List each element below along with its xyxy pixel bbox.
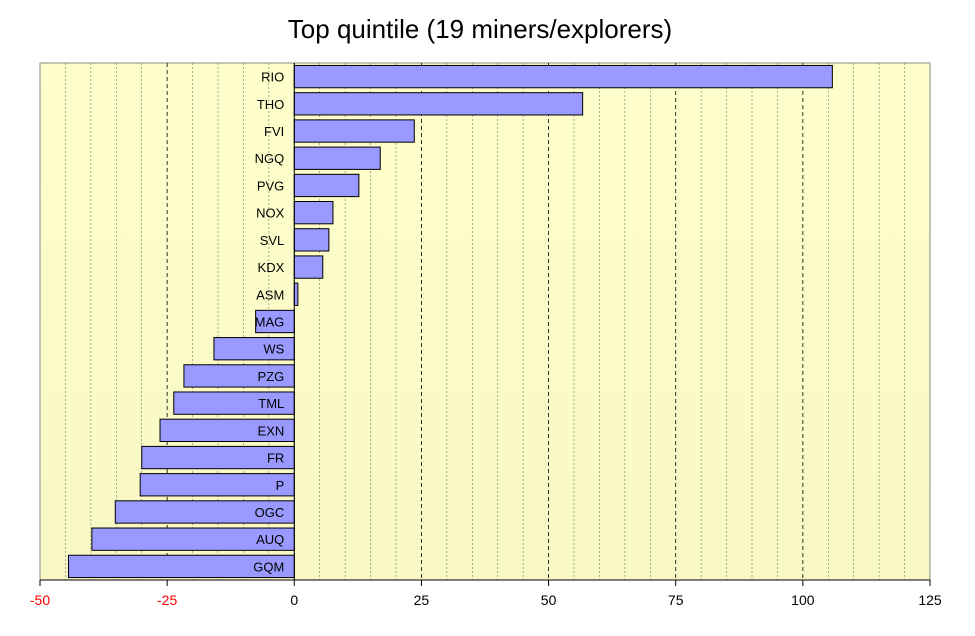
bar-nox xyxy=(293,201,334,225)
x-tick-label: 125 xyxy=(918,592,942,608)
category-label-p: P xyxy=(276,478,285,493)
category-label-exn: EXN xyxy=(258,423,285,438)
category-label-mag: MAG xyxy=(255,315,285,330)
category-label-pzg: PZG xyxy=(258,369,285,384)
bar-ngq xyxy=(293,146,381,170)
bar-tho xyxy=(293,92,584,116)
x-tick-label: 75 xyxy=(668,592,684,608)
category-label-tml: TML xyxy=(258,396,284,411)
bar-pvg xyxy=(293,173,360,198)
category-labels: RIO THO FVI NGQ PVG NOX SVL KDX ASM MAG WS PZG TML EX… xyxy=(253,70,284,575)
bar-fvi xyxy=(293,119,415,143)
category-label-gqm: GQM xyxy=(253,559,284,574)
category-label-nox: NOX xyxy=(256,206,285,221)
x-tick-label: 0 xyxy=(290,592,298,608)
category-label-fr: FR xyxy=(267,451,284,466)
category-label-auq: AUQ xyxy=(256,532,284,547)
category-label-svl: SVL xyxy=(260,233,285,248)
category-label-asm: ASM xyxy=(256,287,284,302)
x-tick-label: 100 xyxy=(791,592,815,608)
category-label-ws: WS xyxy=(263,342,284,357)
category-label-fvi: FVI xyxy=(264,124,284,139)
category-label-kdx: KDX xyxy=(258,260,285,275)
category-label-pvg: PVG xyxy=(257,178,284,193)
x-tick-label: 50 xyxy=(541,592,557,608)
chart-title: Top quintile (19 miners/explorers) xyxy=(287,14,673,44)
bar-kdx xyxy=(293,255,324,279)
bar-p xyxy=(139,473,295,497)
x-tick-label: -50 xyxy=(30,592,50,608)
category-label-ogc: OGC xyxy=(255,505,285,520)
x-tick-label: -25 xyxy=(157,592,177,608)
category-label-rio: RIO xyxy=(261,70,284,85)
bars xyxy=(67,63,833,580)
x-tick-label: 25 xyxy=(414,592,430,608)
bar-svl xyxy=(293,228,330,252)
bar-rio xyxy=(293,64,833,89)
x-axis: -50 -25 0 25 50 75 100 125 xyxy=(30,579,942,608)
category-label-ngq: NGQ xyxy=(255,151,285,166)
category-label-tho: THO xyxy=(257,97,284,112)
bar-asm xyxy=(293,282,299,306)
